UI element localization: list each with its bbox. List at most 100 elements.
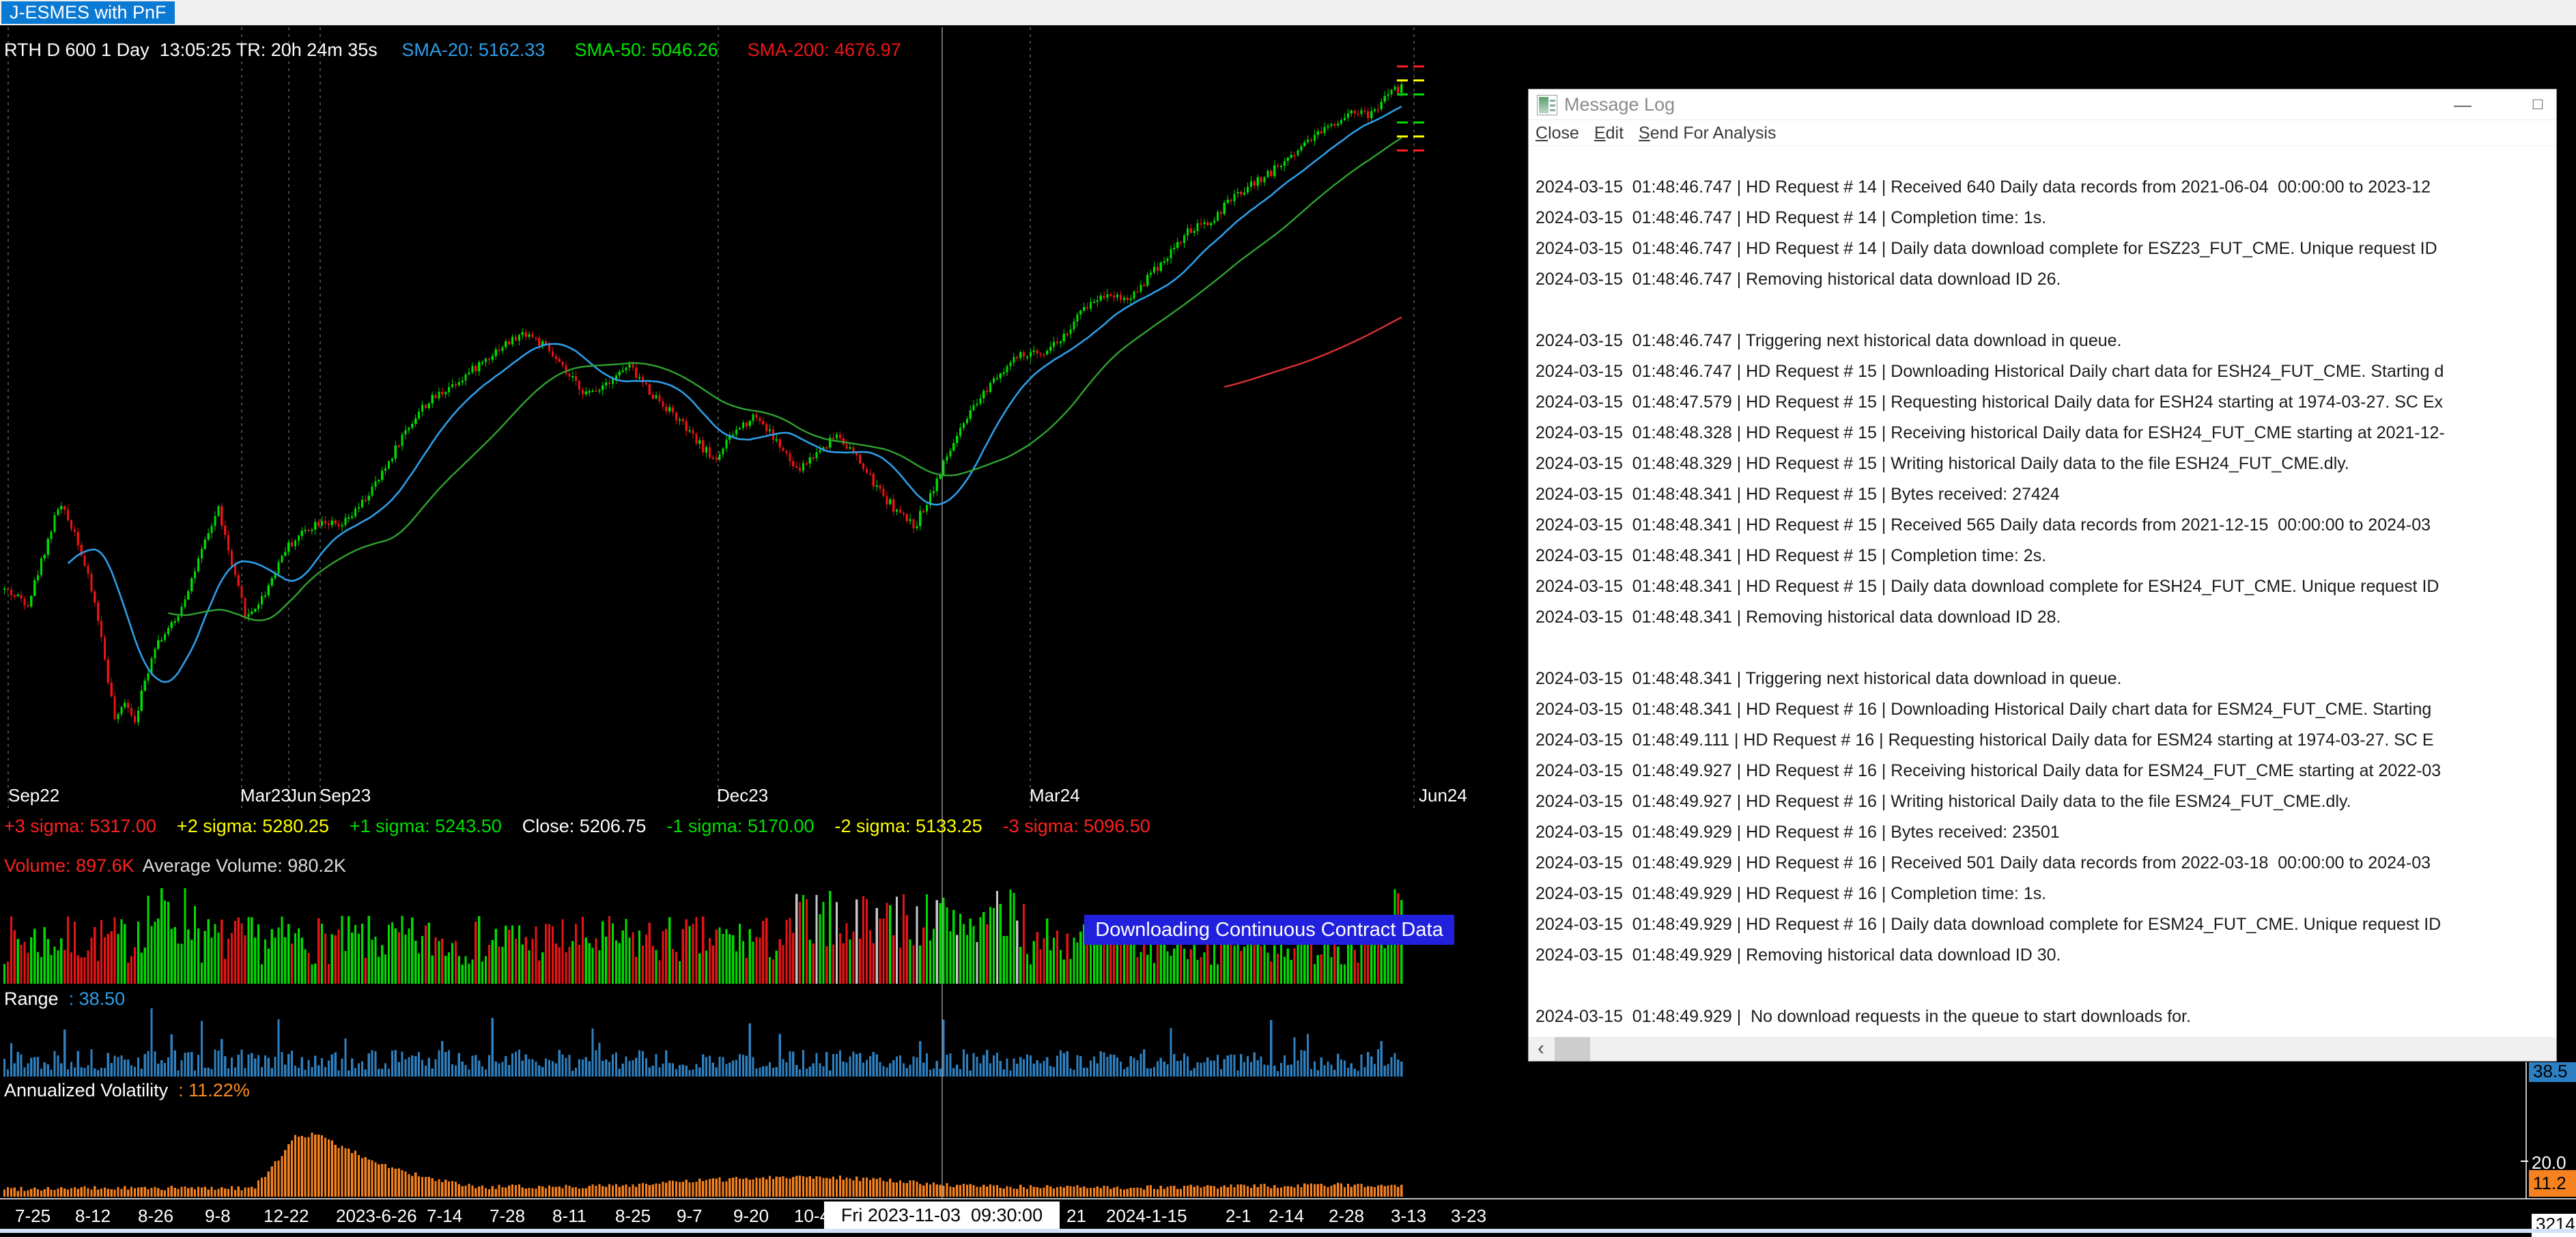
volume-labels-row: Volume: 897.6K Average Volume: 980.2K: [4, 855, 346, 877]
log-line: 2024-03-15 01:48:49.111 | HD Request # 1…: [1535, 730, 2434, 750]
message-log-content[interactable]: 2024-03-15 01:48:46.747 | HD Request # 1…: [1529, 146, 2556, 1038]
month-label: Dec23: [717, 785, 769, 806]
month-label: Sep22: [8, 785, 60, 806]
scale-volatility-value: 11.2: [2529, 1170, 2576, 1197]
log-line: 2024-03-15 01:48:48.329 | HD Request # 1…: [1535, 454, 2349, 473]
row-text: -3 sigma: 5096.50: [1002, 816, 1150, 836]
date-label: 3-23: [1451, 1206, 1487, 1226]
download-status-badge: Downloading Continuous Contract Data: [1084, 915, 1454, 945]
row-text: +1 sigma: 5243.50: [349, 816, 502, 836]
row-text: RTH D 600 1 Day 13:05:25 TR: 20h 24m 35s: [4, 40, 383, 60]
chart-header-row: RTH D 600 1 Day 13:05:25 TR: 20h 24m 35s…: [4, 39, 901, 61]
month-label: Jun24: [1419, 785, 1467, 806]
tab-bar: J-ESMES with PnF: [0, 0, 2576, 25]
message-log-icon: [1537, 95, 1557, 115]
chart-tab[interactable]: J-ESMES with PnF: [1, 1, 175, 24]
month-label: Mar24: [1030, 785, 1080, 806]
date-label: 9-20: [733, 1206, 769, 1226]
row-text: SMA-200: 4676.97: [747, 40, 901, 60]
date-label: 21: [1066, 1206, 1086, 1226]
row-text: -1 sigma: 5170.00: [666, 816, 815, 836]
date-label: 3-13: [1391, 1206, 1427, 1226]
log-line: [1535, 295, 2556, 326]
range-label-row: Range : 38.50: [4, 988, 125, 1010]
window-title: Message Log: [1564, 94, 1675, 115]
date-label: 10-4: [794, 1206, 830, 1226]
taskbar-edge: [0, 1229, 2576, 1233]
message-log-titlebar[interactable]: Message Log — □: [1529, 89, 2556, 120]
log-line: 2024-03-15 01:48:49.929 | HD Request # 1…: [1535, 823, 2060, 842]
message-log-window: Message Log — □ Close Edit Send For Analys…: [1528, 89, 2557, 1062]
log-line: 2024-03-15 01:48:49.927 | HD Request # 1…: [1535, 761, 2441, 780]
horizontal-scrollbar[interactable]: ‹: [1529, 1037, 2556, 1061]
row-text: Average Volume: 980.2K: [138, 855, 346, 876]
log-line: 2024-03-15 01:48:48.341 | HD Request # 1…: [1535, 515, 2431, 535]
row-text: SMA-20: 5162.33: [401, 40, 556, 60]
log-line: 2024-03-15 01:48:49.929 | HD Request # 1…: [1535, 884, 2047, 903]
month-label: Sep23: [320, 785, 371, 806]
date-label: 12-22: [264, 1206, 309, 1226]
message-log-menubar: Close Edit Send For Analysis: [1529, 121, 2556, 146]
log-line: 2024-03-15 01:48:49.927 | HD Request # 1…: [1535, 792, 2351, 811]
log-line: 2024-03-15 01:48:48.341 | HD Request # 1…: [1535, 546, 2047, 565]
month-label: Mar23: [240, 785, 291, 806]
log-line: 2024-03-15 01:48:46.747 | HD Request # 1…: [1535, 239, 2437, 258]
date-label: 9-8: [205, 1206, 231, 1226]
volatility-label: Annualized Volatility: [4, 1080, 169, 1100]
date-label: 7-14: [427, 1206, 463, 1226]
date-label: 7-25: [15, 1206, 51, 1226]
range-label: Range: [4, 989, 59, 1009]
log-line: 2024-03-15 01:48:46.747 | Removing histo…: [1535, 270, 2061, 289]
date-label: 8-11: [552, 1206, 587, 1226]
date-label: 2024-1-15: [1106, 1206, 1187, 1226]
scroll-left-arrow[interactable]: ‹: [1538, 1037, 1544, 1060]
date-label: 9-7: [677, 1206, 703, 1226]
date-label: 2-28: [1329, 1206, 1365, 1226]
log-line: 2024-03-15 01:48:49.929 | HD Request # 1…: [1535, 915, 2441, 934]
menu-item-edit[interactable]: Edit: [1594, 123, 1624, 143]
log-line: [1535, 633, 2556, 664]
minimize-button[interactable]: —: [2454, 94, 2472, 115]
month-label: Jun: [288, 785, 317, 806]
row-text: +2 sigma: 5280.25: [176, 816, 329, 836]
scrollbar-thumb[interactable]: [1555, 1037, 1590, 1061]
maximize-button[interactable]: □: [2532, 95, 2543, 113]
scale-range-value: 38.5: [2529, 1062, 2576, 1082]
log-line: 2024-03-15 01:48:47.579 | HD Request # 1…: [1535, 393, 2444, 412]
range-value: : 38.50: [58, 989, 126, 1009]
date-label: 2-14: [1269, 1206, 1305, 1226]
log-line: 2024-03-15 01:48:46.747 | HD Request # 1…: [1535, 177, 2431, 197]
menu-item-send-for-analysis[interactable]: Send For Analysis: [1639, 123, 1777, 143]
log-line: 2024-03-15 01:48:48.341 | HD Request # 1…: [1535, 485, 2060, 504]
sigma-levels-row: +3 sigma: 5317.00 +2 sigma: 5280.25 +1 sig…: [4, 815, 1150, 837]
date-label: 8-12: [75, 1206, 111, 1226]
date-label: 8-25: [615, 1206, 651, 1226]
row-text: +3 sigma: 5317.00: [4, 816, 156, 836]
menu-item-close[interactable]: Close: [1535, 123, 1579, 143]
log-line: 2024-03-15 01:48:46.747 | HD Request # 1…: [1535, 208, 2047, 227]
crosshair-date-box: Fri 2023-11-03 09:30:00: [824, 1202, 1060, 1229]
log-line: 2024-03-15 01:48:46.747 | Triggering nex…: [1535, 331, 2122, 350]
date-label: 7-28: [490, 1206, 526, 1226]
log-line: 2024-03-15 01:48:48.341 | Triggering nex…: [1535, 669, 2122, 688]
log-line: 2024-03-15 01:48:48.341 | HD Request # 1…: [1535, 700, 2432, 719]
volatility-label-row: Annualized Volatility : 11.22%: [4, 1079, 250, 1101]
log-line: 2024-03-15 01:48:48.328 | HD Request # 1…: [1535, 423, 2445, 442]
row-text: Close: 5206.75: [522, 816, 647, 836]
row-text: -2 sigma: 5133.25: [834, 816, 982, 836]
log-line: 2024-03-15 01:48:49.929 | Removing histo…: [1535, 945, 2061, 965]
date-label: 2-1: [1226, 1206, 1251, 1226]
log-line: 2024-03-15 01:48:46.747 | HD Request # 1…: [1535, 362, 2444, 381]
scale-tick-20: 20.0: [2532, 1152, 2566, 1173]
date-label: 2023-6-26: [336, 1206, 417, 1226]
scale-bottom-value: 3214: [2532, 1214, 2576, 1237]
log-line: 2024-03-15 01:48:48.341 | Removing histo…: [1535, 608, 2061, 627]
row-text: SMA-50: 5046.26: [574, 40, 728, 60]
log-line: 2024-03-15 01:48:48.341 | HD Request # 1…: [1535, 577, 2439, 596]
log-line: 2024-03-15 01:48:49.929 | HD Request # 1…: [1535, 853, 2431, 872]
log-line: 2024-03-15 01:48:49.929 | No download re…: [1535, 1007, 2191, 1026]
volatility-value: : 11.22%: [168, 1080, 250, 1100]
row-text: Volume: 897.6K: [4, 855, 135, 876]
date-label: 8-26: [138, 1206, 174, 1226]
